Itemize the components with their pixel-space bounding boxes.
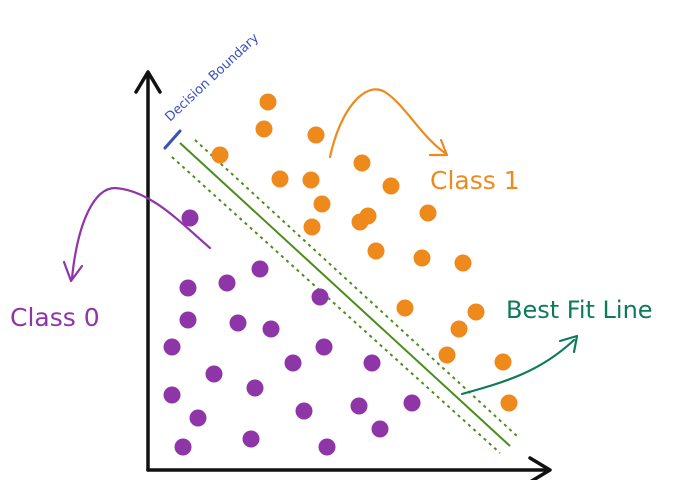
class-0-point: [205, 365, 223, 383]
class-1-point: [467, 303, 485, 321]
axes: [134, 70, 552, 480]
best-fit-line-arrow: [460, 334, 579, 396]
class-0-points: [163, 209, 421, 456]
best-fit-line-label: Best Fit Line: [506, 296, 653, 324]
class-0-point: [284, 354, 302, 372]
decision-boundary-marker: [163, 129, 182, 150]
class-0-point: [179, 279, 197, 297]
class-1-point: [454, 254, 472, 272]
class-0-point: [242, 430, 260, 448]
class-0-point: [262, 320, 280, 338]
class-0-point: [179, 311, 197, 329]
class-1-point: [494, 353, 512, 371]
class-1-label: Class 1: [430, 166, 520, 195]
class-1-point: [307, 126, 325, 144]
class-0-label: Class 0: [10, 303, 100, 332]
class-1-point: [271, 170, 289, 188]
decision-boundary-label: Decision Boundary: [162, 30, 262, 124]
class-0-point: [163, 338, 181, 356]
class-1-point: [419, 204, 437, 222]
class-0-point: [363, 354, 381, 372]
class-0-point: [371, 420, 389, 438]
class-1-point: [353, 154, 371, 172]
class-1-arrow: [328, 88, 449, 159]
class-1-point: [367, 242, 385, 260]
class-0-point: [318, 438, 336, 456]
decision-boundary: [163, 129, 519, 454]
class-0-point: [311, 288, 329, 306]
class-1-point: [382, 177, 400, 195]
class-1-point: [396, 299, 414, 317]
class-1-point: [303, 218, 321, 236]
class-0-point: [163, 386, 181, 404]
class-1-point: [259, 93, 277, 111]
class-0-point: [295, 402, 313, 420]
class-0-point: [403, 394, 421, 412]
class-1-point: [302, 171, 320, 189]
class-1-points: [211, 93, 518, 412]
class-0-point: [174, 438, 192, 456]
x-axis-arrowhead: [528, 456, 552, 480]
class-0-point: [181, 209, 199, 227]
class-1-point: [500, 394, 518, 412]
class-1-point: [450, 320, 468, 338]
class-0-arrow: [62, 186, 212, 283]
class-0-point: [251, 260, 269, 278]
decision-boundary-dotted-lower: [171, 156, 501, 454]
best-fit-line: [179, 142, 511, 447]
class-1-point: [211, 146, 229, 164]
class-0-point: [350, 397, 368, 415]
class-0-point: [246, 379, 264, 397]
class-1-point: [351, 213, 369, 231]
class-1-point: [255, 120, 273, 138]
class-0-point: [229, 314, 247, 332]
class-0-point: [218, 274, 236, 292]
y-axis-arrowhead: [134, 70, 162, 94]
class-0-point: [315, 338, 333, 356]
class-1-point: [438, 346, 456, 364]
class-0-point: [189, 409, 207, 427]
class-1-point: [313, 195, 331, 213]
class-1-point: [413, 249, 431, 267]
decision-boundary-dotted-upper: [194, 139, 519, 438]
